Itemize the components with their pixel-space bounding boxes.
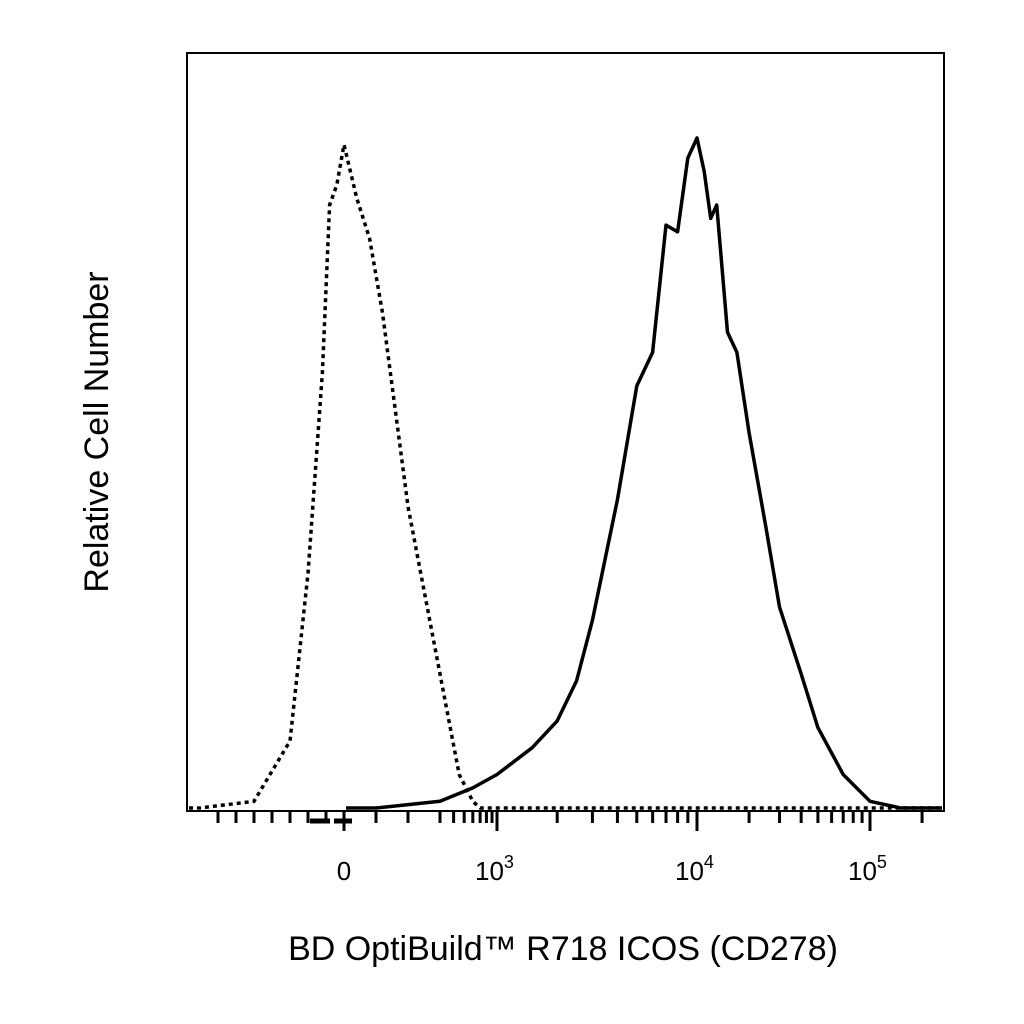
x-tick-label: 103: [475, 852, 514, 886]
x-axis-label: BD OptiBuild™ R718 ICOS (CD278): [288, 930, 838, 968]
series-layer: [189, 136, 942, 810]
x-tick-label: 105: [848, 852, 887, 886]
x-tick-label: 0: [337, 856, 351, 886]
x-tick-label: 104: [675, 852, 714, 886]
x-minor-ticks: [216, 811, 924, 823]
control-histogram-line: [189, 142, 942, 810]
x-tick-labels: 0 103 104 105: [310, 811, 887, 886]
plot-frame: [186, 52, 945, 812]
stained-histogram-line: [346, 136, 942, 810]
y-axis-label: Relative Cell Number: [78, 271, 116, 592]
